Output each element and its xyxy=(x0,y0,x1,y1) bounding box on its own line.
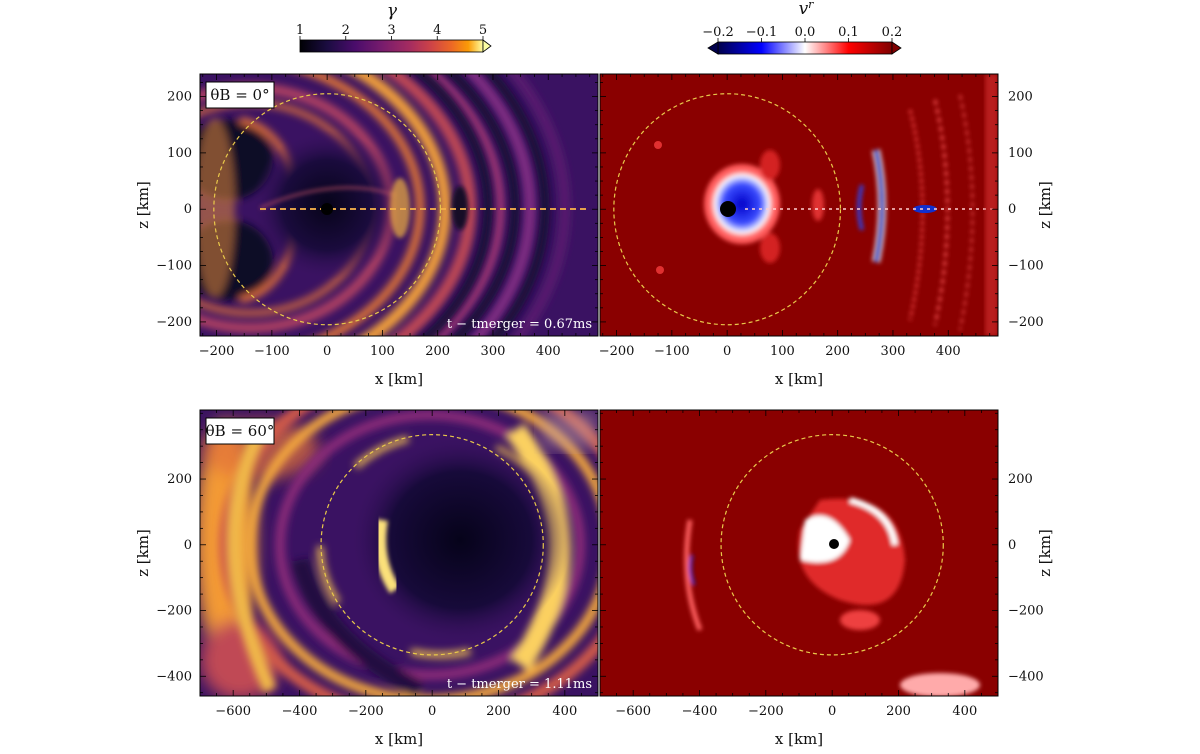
y-tick-label: 0 xyxy=(1008,202,1016,217)
colorbar-gamma-gradient xyxy=(299,39,484,53)
x-tick-label: 400 xyxy=(952,704,977,719)
x-tick-label: 0 xyxy=(323,344,331,359)
x-tick-label: −600 xyxy=(615,704,651,719)
colorbar-tick-label: −0.2 xyxy=(702,25,734,40)
x-axis-label: x [km] xyxy=(775,370,823,388)
axes-r1-c1: −600 −400 −200 0 200 400 −400 −200 0 200 x [km] z [… xyxy=(599,409,1054,748)
colorbar-gamma: γ 1 2 3 4 5 xyxy=(296,1,492,53)
x-tick-label: 400 xyxy=(536,344,561,359)
panel-frame xyxy=(199,73,599,337)
panel-gamma-theta60 xyxy=(200,410,598,696)
x-tick-label: 200 xyxy=(886,704,911,719)
colorbar-gamma-ticks: 1 2 3 4 5 xyxy=(296,23,487,40)
x-tick-label: 300 xyxy=(481,344,506,359)
x-axis-label: x [km] xyxy=(375,730,423,748)
time-label: t − tmerger = 1.11ms xyxy=(447,677,592,692)
x-tick-label: −200 xyxy=(348,704,384,719)
x-tick-label: −400 xyxy=(282,704,318,719)
y-tick-label: −200 xyxy=(1008,604,1044,619)
y-tick-label: 0 xyxy=(184,202,192,217)
dashed-circle xyxy=(613,93,842,326)
y-axis-label: z [km] xyxy=(134,181,152,229)
theta-label-box xyxy=(205,417,275,445)
colorbar-tick-label: −0.1 xyxy=(746,25,778,40)
y-tick-label: 200 xyxy=(167,472,192,487)
y-axis-label: z [km] xyxy=(1036,529,1054,577)
x-tick-label: 0 xyxy=(723,344,731,359)
y-tick-label: 100 xyxy=(167,146,192,161)
x-tick-label: −600 xyxy=(215,704,251,719)
x-tick-label: 200 xyxy=(486,704,511,719)
colorbar-tick-label: 4 xyxy=(433,23,441,38)
colorbar-tick-label: 1 xyxy=(296,23,304,38)
x-tick-label: −200 xyxy=(748,704,784,719)
colorbar-vr-gradient xyxy=(717,41,893,55)
y-tick-label: −200 xyxy=(156,604,192,619)
colorbar-vr-label: vr xyxy=(799,0,815,19)
x-tick-label: 300 xyxy=(881,344,906,359)
colorbar-tick-label: 5 xyxy=(479,23,487,38)
y-tick-label: 100 xyxy=(1008,146,1033,161)
dashed-circle xyxy=(320,434,544,656)
theta-label: θB = 0° xyxy=(210,86,269,104)
colorbar-gamma-label: γ xyxy=(387,1,398,21)
x-tick-label: 100 xyxy=(370,344,395,359)
colorbar-tick-label: 3 xyxy=(387,23,395,38)
dashed-circle xyxy=(213,93,442,326)
x-tick-label: −200 xyxy=(599,344,635,359)
dashed-circle xyxy=(720,434,944,656)
x-tick-label: 200 xyxy=(825,344,850,359)
x-tick-label: 100 xyxy=(770,344,795,359)
x-tick-label: 0 xyxy=(428,704,436,719)
x-tick-label: −100 xyxy=(254,344,290,359)
y-tick-label: 200 xyxy=(1008,90,1033,105)
x-tick-label: 200 xyxy=(425,344,450,359)
panel-vr-theta60 xyxy=(600,410,998,696)
theta-label-box xyxy=(205,81,275,109)
colorbar-tick-label: 2 xyxy=(342,23,350,38)
colorbar-tick-label: 0.0 xyxy=(795,25,816,40)
x-axis-label: x [km] xyxy=(775,730,823,748)
colorbar-vr-extend-low xyxy=(707,41,719,55)
theta-label: θB = 60° xyxy=(206,422,275,440)
y-tick-label: −200 xyxy=(156,315,192,330)
y-tick-label: −200 xyxy=(1008,315,1044,330)
colorbar-vr: vr −0.2 −0.1 0.0 0.1 0.2 xyxy=(702,0,902,55)
x-tick-label: 0 xyxy=(828,704,836,719)
y-tick-label: 200 xyxy=(1008,472,1033,487)
y-tick-label: 0 xyxy=(184,538,192,553)
colorbar-gamma-extend xyxy=(482,39,492,53)
time-label: t − tmerger = 0.67ms xyxy=(447,317,592,332)
panel-frame xyxy=(599,73,999,337)
axes-r1-c0: −600 −400 −200 0 200 400 −400 −200 0 200 x [km] z [… xyxy=(134,409,599,748)
x-tick-label: 400 xyxy=(552,704,577,719)
colorbar-vr-extend-high xyxy=(891,41,902,55)
colorbar-tick-label: 0.2 xyxy=(882,25,903,40)
colorbar-vr-ticks: −0.2 −0.1 0.0 0.1 0.2 xyxy=(702,25,902,42)
x-tick-label: −200 xyxy=(199,344,235,359)
y-tick-label: −400 xyxy=(1008,669,1044,684)
y-tick-label: 200 xyxy=(167,90,192,105)
x-tick-label: 400 xyxy=(936,344,961,359)
y-axis-label: z [km] xyxy=(1036,181,1054,229)
colorbar-tick-label: 0.1 xyxy=(838,25,859,40)
y-axis-label: z [km] xyxy=(134,529,152,577)
y-tick-label: 0 xyxy=(1008,538,1016,553)
y-tick-label: −100 xyxy=(1008,259,1044,274)
x-tick-label: −100 xyxy=(654,344,690,359)
x-tick-label: −400 xyxy=(682,704,718,719)
y-tick-label: −100 xyxy=(156,259,192,274)
x-axis-label: x [km] xyxy=(375,370,423,388)
panel-gamma-theta0 xyxy=(200,74,598,336)
y-tick-label: −400 xyxy=(156,669,192,684)
panel-vr-theta0 xyxy=(600,74,998,336)
